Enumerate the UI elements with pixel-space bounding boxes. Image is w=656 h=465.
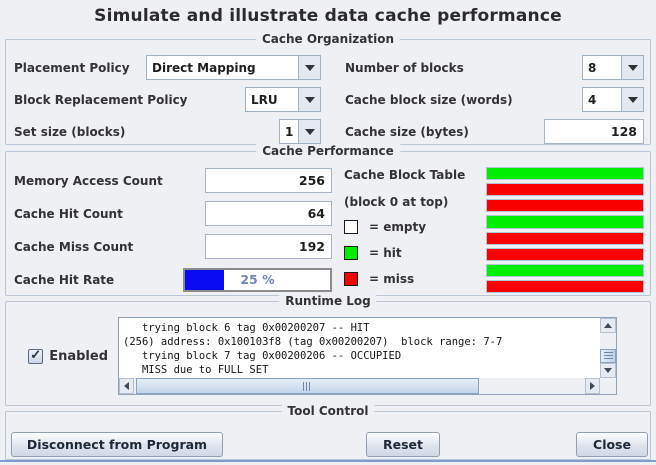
vertical-scrollbar[interactable]: [600, 318, 616, 378]
block-replacement-policy-dropdown-button[interactable]: [298, 88, 320, 111]
set-size-value: 1: [285, 124, 294, 139]
runtime-log-scrollpane[interactable]: trying block 6 tag 0x00200207 -- HIT (256…: [118, 317, 617, 395]
block-replacement-policy-select[interactable]: LRU: [245, 87, 321, 112]
block-replacement-policy-value: LRU: [251, 92, 278, 107]
horizontal-scrollbar[interactable]: [119, 378, 600, 394]
arrow-right-icon: [590, 382, 595, 390]
horizontal-scroll-thumb[interactable]: [136, 378, 479, 394]
window-bottom-edge: [0, 460, 656, 462]
horizontal-scroll-track[interactable]: [134, 378, 585, 394]
cache-size-label: Cache size (bytes): [345, 124, 469, 139]
set-size-select[interactable]: 1: [279, 119, 321, 144]
miss-swatch-icon: [344, 272, 358, 286]
arrow-left-icon: [124, 382, 129, 390]
chevron-down-icon: [627, 96, 638, 103]
reset-button[interactable]: Reset: [366, 432, 440, 457]
arrow-up-icon: [604, 323, 612, 328]
cache-block-size-value: 4: [588, 92, 597, 107]
cache-block-3: [486, 215, 644, 229]
cache-block-table-label: Cache Block Table: [344, 168, 466, 182]
chevron-down-icon: [304, 96, 315, 103]
cache-organization-title: Cache Organization: [255, 32, 401, 46]
cache-block-0: [486, 167, 644, 181]
cache-miss-count-field: [205, 234, 332, 259]
hit-rate-text: 25 %: [240, 272, 275, 287]
chevron-down-icon: [304, 128, 315, 135]
set-size-dropdown-button[interactable]: [298, 120, 320, 143]
cache-block-7: [486, 279, 644, 293]
placement-policy-select[interactable]: Direct Mapping: [146, 55, 321, 80]
cache-block-size-select[interactable]: 4: [582, 87, 644, 112]
hit-rate-fill: [185, 269, 225, 290]
arrow-down-icon: [604, 368, 612, 373]
number-of-blocks-label: Number of blocks: [345, 60, 464, 75]
org-left-column: Placement Policy Direct Mapping Block Re…: [14, 55, 321, 151]
runtime-log-title: Runtime Log: [279, 294, 377, 308]
scroll-down-button[interactable]: [600, 363, 616, 378]
legend-row-empty: = empty: [344, 219, 486, 235]
cache-size-field: [544, 119, 644, 144]
cache-block-5: [486, 247, 644, 261]
vertical-scroll-thumb[interactable]: [600, 349, 616, 363]
cache-organization-panel: Cache Organization Placement Policy Dire…: [5, 32, 651, 145]
disconnect-from-program-button[interactable]: Disconnect from Program: [11, 432, 223, 457]
scroll-left-button[interactable]: [119, 378, 134, 394]
enabled-label: Enabled: [49, 348, 108, 364]
page-title: Simulate and illustrate data cache perfo…: [94, 6, 562, 26]
scroll-grip-icon: [603, 352, 613, 360]
cache-block-6: [486, 263, 644, 277]
memory-access-count-field: [205, 168, 332, 193]
legend-row-hit: = hit: [344, 245, 486, 261]
cache-block-2: [486, 199, 644, 213]
scroll-up-button[interactable]: [600, 318, 616, 333]
tool-control-title: Tool Control: [281, 404, 375, 418]
tool-control-panel: Tool Control Disconnect from Program Res…: [5, 404, 651, 460]
number-of-blocks-select[interactable]: 8: [582, 55, 644, 80]
cache-hit-rate-label: Cache Hit Rate: [14, 272, 115, 287]
cache-hit-count-field: [205, 201, 332, 226]
org-right-column: Number of blocks 8 Cache block size (wor…: [345, 55, 644, 151]
block-zero-at-top-label: (block 0 at top): [344, 195, 449, 209]
cache-block-size-dropdown-button[interactable]: [621, 88, 643, 111]
scroll-grip-icon: [303, 381, 312, 391]
cache-performance-title: Cache Performance: [256, 144, 400, 158]
scroll-right-button[interactable]: [585, 378, 600, 394]
close-button[interactable]: Close: [576, 432, 648, 457]
number-of-blocks-value: 8: [588, 60, 597, 75]
placement-policy-label: Placement Policy: [14, 60, 130, 75]
chevron-down-icon: [304, 64, 315, 71]
number-of-blocks-dropdown-button[interactable]: [621, 56, 643, 79]
scrollbar-corner: [600, 378, 616, 394]
runtime-log-panel: Runtime Log Enabled trying block 6 tag 0…: [5, 294, 651, 406]
vertical-scroll-track[interactable]: [600, 333, 616, 363]
empty-swatch-icon: [344, 220, 358, 234]
block-table-legend: Cache Block Table (block 0 at top) = emp…: [344, 168, 486, 287]
placement-policy-value: Direct Mapping: [152, 60, 256, 75]
block-replacement-policy-label: Block Replacement Policy: [14, 92, 188, 107]
cache-hit-rate-progressbar: 25 %: [183, 267, 332, 292]
cache-block-1: [486, 183, 644, 197]
perf-right-column: Cache Block Table (block 0 at top) = emp…: [344, 167, 644, 299]
runtime-log-enabled-checkbox[interactable]: [28, 347, 44, 364]
cache-block-size-label: Cache block size (words): [345, 92, 513, 107]
placement-policy-dropdown-button[interactable]: [298, 56, 320, 79]
set-size-label: Set size (blocks): [14, 124, 126, 139]
chevron-down-icon: [627, 64, 638, 71]
perf-left-column: Memory Access Count Cache Hit Count Cach…: [14, 168, 332, 299]
hit-swatch-icon: [344, 246, 358, 260]
log-view: trying block 6 tag 0x00200207 -- HIT (256…: [119, 318, 600, 378]
cache-performance-panel: Cache Performance Memory Access Count Ca…: [5, 144, 651, 299]
enabled-control: Enabled: [6, 317, 118, 395]
legend-row-miss: = miss: [344, 271, 486, 287]
cache-hit-count-label: Cache Hit Count: [14, 206, 123, 221]
cache-block-table: [486, 167, 644, 293]
cache-miss-count-label: Cache Miss Count: [14, 239, 134, 254]
cache-block-4: [486, 231, 644, 245]
memory-access-count-label: Memory Access Count: [14, 173, 163, 188]
